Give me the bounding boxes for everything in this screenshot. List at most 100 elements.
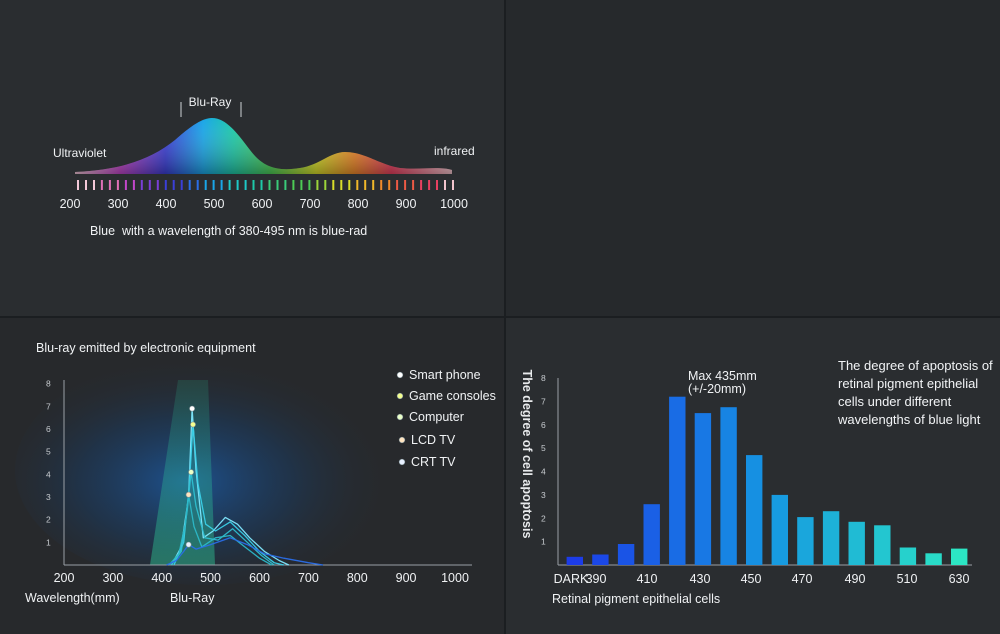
bar-x-tick-label: 490: [845, 572, 866, 586]
bar: [874, 525, 891, 565]
legend-marker: [396, 371, 404, 379]
spectrum-tick-label: 800: [348, 197, 369, 211]
empty-panel: [506, 0, 1000, 316]
spectrum-tick-label: 200: [60, 197, 81, 211]
bar: [592, 554, 609, 565]
line-x-tick-label: 900: [396, 571, 417, 585]
ultraviolet-label: Ultraviolet: [53, 146, 107, 160]
line-x-tick-label: 400: [151, 571, 172, 585]
spectrum-tick-mark: [316, 180, 319, 190]
bar-y-tick-label: 6: [541, 420, 546, 430]
line-y-tick-label: 5: [46, 447, 51, 457]
spectrum-tick-mark: [388, 180, 391, 190]
bar: [617, 544, 635, 565]
spectrum-tick-mark: [444, 180, 446, 190]
bar: [951, 548, 968, 565]
spectrum-tick-mark: [236, 180, 239, 190]
line-xlabel: Wavelength(mm): [25, 591, 120, 605]
line-y-tick-label: 3: [46, 492, 51, 502]
spectrum-tickmarks: [77, 180, 454, 190]
bar-x-tick-label: DARK: [554, 572, 589, 586]
spectrum-tick-mark: [292, 180, 295, 190]
line-x-tick-label: 700: [298, 571, 319, 585]
bar: [899, 547, 917, 565]
legend-marker: [398, 458, 406, 466]
spectrum-tick-mark: [172, 180, 175, 190]
spectrum-tick-mark: [204, 180, 207, 190]
spectrum-tick-label: 500: [204, 197, 225, 211]
spectrum-tick-mark: [93, 180, 95, 190]
spectrum-tick-mark: [412, 180, 415, 190]
bar-ylabel: The degree of cell apoptosis: [520, 370, 534, 539]
spectrum-tick-mark: [436, 180, 438, 190]
legend-marker: [396, 413, 404, 421]
series-peak-point: [185, 541, 192, 548]
line-y-tick-label: 2: [46, 515, 51, 525]
bar-x-tick-label: 390: [586, 572, 607, 586]
bar-y-tick-label: 7: [541, 396, 546, 406]
bar: [797, 517, 814, 565]
spectrum-tick-mark: [85, 180, 87, 190]
line-x-tick-label: 500: [200, 571, 221, 585]
spectrum-tick-mark: [276, 180, 279, 190]
spectrum-tick-mark: [380, 180, 383, 190]
series-peak-point: [189, 405, 195, 412]
spectrum-tick-mark: [180, 180, 183, 190]
bar: [746, 455, 763, 565]
bar: [925, 553, 942, 565]
spectrum-tick-mark: [404, 180, 407, 190]
bar-x-tick-label: 430: [690, 572, 711, 586]
line-x-tick-label: 600: [249, 571, 270, 585]
series-peak-point: [188, 469, 194, 475]
bar: [822, 511, 840, 565]
bar-y-tick-label: 3: [541, 490, 546, 500]
spectrum-tick-mark: [244, 180, 247, 190]
bar: [643, 504, 660, 565]
spectrum-tick-mark: [220, 180, 223, 190]
spectrum-tick-mark: [428, 180, 431, 190]
series-line-crt-tv: [166, 537, 324, 566]
bar-x-tick-label: 450: [741, 572, 762, 586]
spectrum-tick-mark: [77, 180, 79, 190]
bar: [566, 556, 583, 565]
spectrum-tick-mark: [268, 180, 271, 190]
spectrum-tick-mark: [132, 180, 135, 190]
legend-entry: Smart phone: [409, 368, 481, 382]
spectrum-tick-label: 400: [156, 197, 177, 211]
line-x-tick-label: 800: [347, 571, 368, 585]
line-x-tick-label: 200: [54, 571, 75, 585]
legend-entry: CRT TV: [411, 455, 456, 469]
bar-x-tick-label: 410: [637, 572, 658, 586]
bar: [720, 407, 737, 565]
spectrum-tick-mark: [332, 180, 335, 190]
line-chart-title: Blu-ray emitted by electronic equipment: [36, 341, 256, 355]
bar: [694, 413, 712, 565]
series-peak-point: [185, 491, 192, 498]
bar-annotation-line-2: (+/-20mm): [688, 382, 746, 396]
spectrum-tick-mark: [396, 180, 399, 190]
spectrum-tick-mark: [100, 180, 103, 190]
spectrum-tick-mark: [324, 180, 327, 190]
bar: [669, 396, 686, 565]
bar: [771, 494, 788, 565]
blu-ray-label: Blu-Ray: [189, 95, 232, 109]
bar-y-tick-label: 5: [541, 443, 546, 453]
legend-entry: Game consoles: [409, 389, 496, 403]
bar-annotation-line-1: Max 435mm: [688, 369, 757, 383]
blu-ray-bracket: [180, 102, 242, 117]
spectrum-tick-mark: [356, 180, 359, 190]
line-y-tick-label: 8: [46, 379, 51, 389]
spectrum-tick-mark: [260, 180, 263, 190]
line-x-tick-label: 300: [102, 571, 123, 585]
spectrum-tick-label: 600: [252, 197, 273, 211]
spectrum-tick-mark: [372, 180, 375, 190]
spectrum-tick-mark: [364, 180, 367, 190]
spectrum-tick-mark: [116, 180, 119, 190]
bar-y-tick-label: 4: [541, 467, 546, 477]
spectrum-tick-mark: [108, 180, 111, 190]
spectrum-tick-mark: [452, 180, 454, 190]
bar-x-tick-label: 470: [792, 572, 813, 586]
spectrum-tick-mark: [420, 180, 423, 190]
